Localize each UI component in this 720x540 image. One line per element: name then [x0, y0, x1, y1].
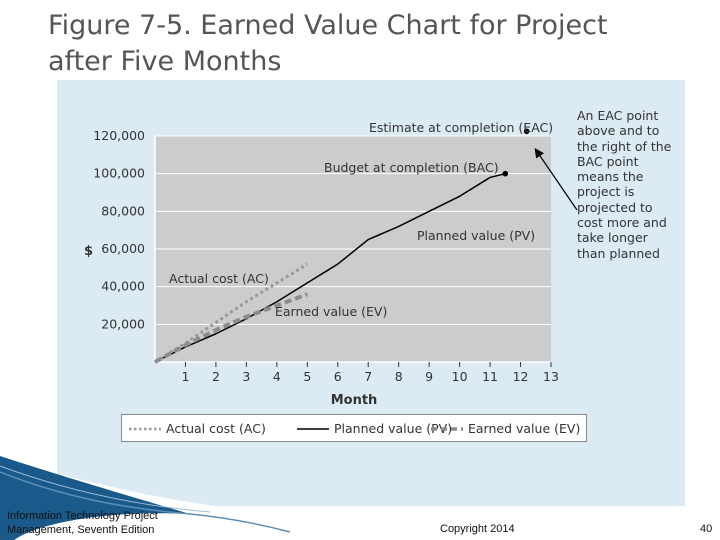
x-tick-label: 9 — [425, 369, 433, 384]
x-tick-label: 12 — [513, 369, 529, 384]
page-number: 40 — [700, 523, 713, 535]
footer-source: Information Technology Project Managemen… — [7, 509, 158, 537]
x-tick-label: 11 — [482, 369, 498, 384]
legend-swatch-ev — [431, 427, 463, 431]
slide-title-line-2: after Five Months — [48, 46, 282, 77]
x-tick-label: 4 — [273, 369, 281, 384]
eac-annotation: Estimate at completion (EAC) — [369, 120, 553, 135]
x-tick-label: 6 — [334, 369, 342, 384]
y-tick-label: 40,000 — [101, 279, 145, 294]
y-axis-title: $ — [84, 244, 93, 259]
figure-frame: 20,000 40,000 60,000 80,000 100,000 120,000 1 2… — [57, 80, 685, 506]
y-tick-label: 120,000 — [93, 128, 145, 143]
x-axis-title: Month — [331, 393, 378, 408]
legend-swatch-ac — [129, 427, 161, 431]
slide-title: Figure 7-5. Earned Value Chart for Proje… — [48, 8, 708, 80]
x-tick-label: 13 — [543, 369, 559, 384]
x-tick-label: 8 — [395, 369, 403, 384]
footer-source-line-2: Management, Seventh Edition — [7, 524, 155, 536]
y-tick-label: 20,000 — [101, 316, 145, 331]
y-tick-label: 80,000 — [101, 203, 145, 218]
pv-annotation: Planned value (PV) — [417, 228, 535, 243]
footer-wave-decoration — [0, 456, 720, 540]
series-line-actual-cost-ac — [154, 262, 309, 364]
legend-label-pv: Planned value (PV) — [334, 421, 453, 436]
x-tick-label: 3 — [242, 369, 250, 384]
legend-label-ac: Actual cost (AC) — [166, 421, 266, 436]
point-estimate-at-completion-eac — [523, 128, 530, 135]
ev-annotation: Earned value (EV) — [275, 304, 387, 319]
x-tick-label: 2 — [212, 369, 220, 384]
bac-annotation: Budget at completion (BAC) — [324, 160, 499, 175]
legend-label-ev: Earned value (EV) — [468, 421, 581, 436]
point-budget-at-completion-bac — [502, 170, 509, 177]
eac-callout-text: An EAC point above and to the right of t… — [577, 108, 672, 261]
footer-copyright: Copyright 2014 — [440, 523, 515, 535]
slide-title-line-1: Figure 7-5. Earned Value Chart for Proje… — [48, 10, 608, 41]
y-tick-label: 100,000 — [93, 166, 145, 181]
x-tick-label: 1 — [181, 369, 189, 384]
x-tick-label: 10 — [452, 369, 468, 384]
footer-source-line-1: Information Technology Project — [7, 510, 158, 522]
x-tick-label: 7 — [364, 369, 372, 384]
chart-legend: Actual cost (AC) Planned value (PV) Earn… — [121, 414, 587, 442]
series-line-planned-value-pv — [154, 172, 506, 363]
ac-annotation: Actual cost (AC) — [169, 271, 269, 286]
x-tick-label: 5 — [303, 369, 311, 384]
legend-swatch-pv — [297, 428, 329, 430]
callout-arrow — [534, 148, 578, 211]
y-tick-label: 60,000 — [101, 241, 145, 256]
